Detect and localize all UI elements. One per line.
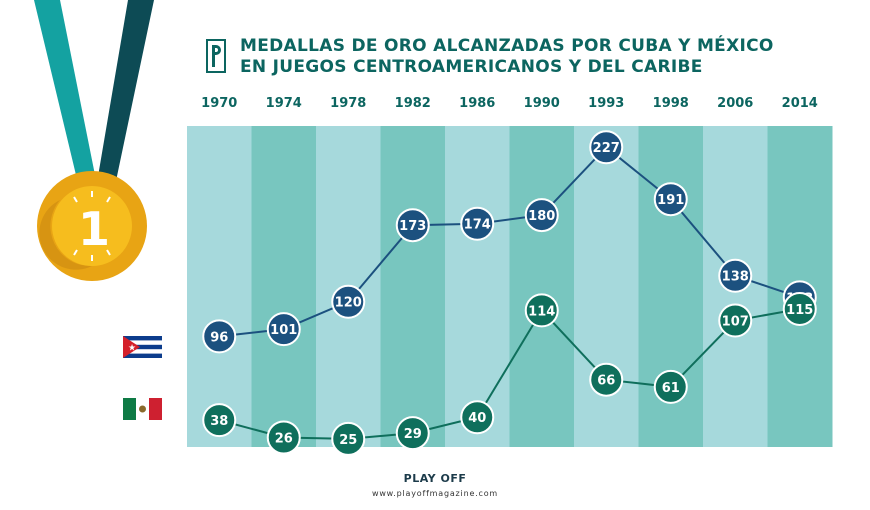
data-point <box>395 416 430 451</box>
x-tick-label: 1993 <box>588 96 624 111</box>
data-label: 26 <box>275 431 293 446</box>
x-tick-label: 1978 <box>330 96 366 111</box>
footer-url: www.playoffmagazine.com <box>371 489 499 498</box>
svg-text:★: ★ <box>128 344 136 354</box>
column-stripe-1993 <box>574 126 639 447</box>
column-stripe-1982 <box>380 126 446 447</box>
data-point <box>331 284 366 319</box>
data-point <box>718 258 753 293</box>
data-label: 191 <box>657 193 684 208</box>
data-point <box>782 291 817 326</box>
data-label: 66 <box>597 374 615 389</box>
column-stripe-1970 <box>187 126 252 447</box>
data-label: 61 <box>662 381 680 396</box>
data-label: 227 <box>593 141 620 156</box>
footer-logo: PLAY OFF <box>403 472 467 485</box>
data-point <box>460 400 495 435</box>
series-line-cuba <box>219 145 801 338</box>
x-tick-label: 2006 <box>717 96 753 111</box>
x-tick-label: 1970 <box>201 96 237 111</box>
data-point <box>718 303 753 338</box>
data-point <box>202 403 237 438</box>
data-point <box>524 198 559 233</box>
data-point <box>331 421 366 456</box>
column-stripe-1974 <box>251 126 317 447</box>
data-label: 25 <box>339 433 357 448</box>
data-label: 101 <box>270 323 297 338</box>
data-label: 107 <box>722 314 749 329</box>
data-point <box>202 319 237 354</box>
data-point <box>395 208 430 243</box>
cuba-flag: ★ <box>123 336 162 358</box>
chart-title-line-2: EN JUEGOS CENTROAMERICANOS Y DEL CARIBE <box>240 57 703 77</box>
data-point <box>653 369 688 404</box>
data-label: 114 <box>528 304 555 319</box>
medal-ribbon-left <box>34 0 100 200</box>
x-tick-label: 2014 <box>782 96 818 111</box>
data-point <box>266 420 301 455</box>
data-point <box>266 312 301 347</box>
data-label: 115 <box>786 303 813 318</box>
data-label: 29 <box>404 427 422 442</box>
x-tick-label: 1974 <box>266 96 302 111</box>
x-tick-label: 1982 <box>395 96 431 111</box>
medal-ribbon-right <box>94 0 154 200</box>
data-label: 180 <box>528 209 555 224</box>
column-stripe-1986 <box>445 126 510 447</box>
x-tick-label: 1998 <box>653 96 689 111</box>
data-label: 138 <box>722 270 749 285</box>
medal-number: 1 <box>78 202 110 256</box>
data-point <box>589 362 624 397</box>
data-point <box>653 182 688 217</box>
data-point <box>524 293 559 328</box>
data-point <box>589 130 624 165</box>
data-label: 38 <box>210 414 228 429</box>
data-label: 96 <box>210 330 228 345</box>
x-tick-label: 1986 <box>459 96 495 111</box>
mexico-flag <box>123 398 162 420</box>
series-line-mexico <box>218 307 800 440</box>
column-stripe-1990 <box>509 126 575 447</box>
chart-title-line-1: MEDALLAS DE ORO ALCANZADAS POR CUBA Y MÉ… <box>240 36 774 56</box>
data-label: 173 <box>399 219 426 234</box>
data-point <box>460 206 495 241</box>
x-tick-label: 1990 <box>524 96 560 111</box>
data-label: 120 <box>335 296 362 311</box>
data-label: 174 <box>464 218 491 233</box>
data-label: 40 <box>468 411 486 426</box>
brand-logo <box>206 39 226 73</box>
gold-medal-icon: 1 <box>37 171 147 281</box>
